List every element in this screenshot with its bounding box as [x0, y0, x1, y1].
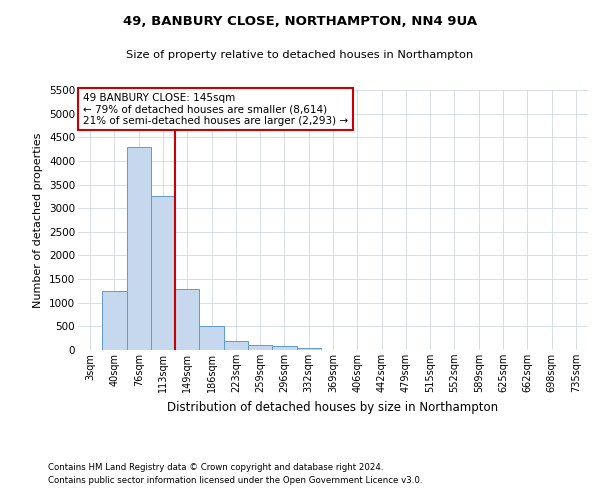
Bar [151, 196, 175, 350]
Bar [127, 146, 151, 350]
Bar [272, 346, 296, 350]
Bar [199, 326, 224, 350]
Text: Size of property relative to detached houses in Northampton: Size of property relative to detached ho… [127, 50, 473, 60]
Text: 49 BANBURY CLOSE: 145sqm
← 79% of detached houses are smaller (8,614)
21% of sem: 49 BANBURY CLOSE: 145sqm ← 79% of detach… [83, 92, 348, 126]
Bar [102, 291, 127, 350]
Text: Contains HM Land Registry data © Crown copyright and database right 2024.: Contains HM Land Registry data © Crown c… [48, 464, 383, 472]
Text: 49, BANBURY CLOSE, NORTHAMPTON, NN4 9UA: 49, BANBURY CLOSE, NORTHAMPTON, NN4 9UA [123, 15, 477, 28]
Bar [296, 348, 321, 350]
Y-axis label: Number of detached properties: Number of detached properties [34, 132, 43, 308]
X-axis label: Distribution of detached houses by size in Northampton: Distribution of detached houses by size … [167, 400, 499, 413]
Bar [175, 288, 199, 350]
Text: Contains public sector information licensed under the Open Government Licence v3: Contains public sector information licen… [48, 476, 422, 485]
Bar [224, 340, 248, 350]
Bar [248, 346, 272, 350]
